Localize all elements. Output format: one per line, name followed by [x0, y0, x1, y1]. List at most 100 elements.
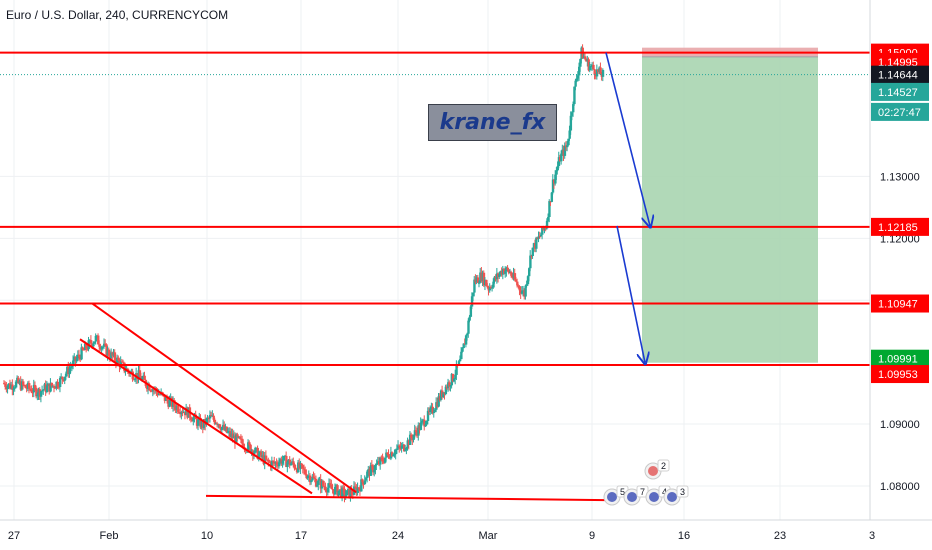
candle-body: [569, 115, 573, 131]
candle-body: [554, 174, 557, 184]
candle-body: [364, 477, 368, 481]
candle-body: [197, 419, 200, 426]
time-tick-label: 17: [295, 530, 307, 542]
candle-body: [449, 385, 452, 387]
candle-body: [457, 361, 461, 366]
candle-body: [116, 357, 119, 364]
candle-body: [405, 447, 408, 450]
price-label: 1.14527: [878, 87, 918, 99]
candle-body: [524, 285, 527, 297]
trendlines[interactable]: [79, 302, 617, 502]
candle-body: [143, 375, 146, 380]
candle-body: [192, 417, 195, 422]
candle-body: [72, 360, 75, 367]
candle-body: [236, 434, 239, 438]
candle-body: [6, 385, 9, 390]
candle-body: [545, 220, 549, 229]
candle-body: [469, 306, 473, 317]
candle-body: [100, 347, 104, 350]
candle-body: [573, 86, 576, 105]
candle-body: [429, 408, 432, 412]
event-count: 7: [640, 487, 645, 497]
price-axis[interactable]: 1.080001.090001.110001.120001.130001.150…: [869, 0, 932, 520]
horizontal-levels[interactable]: [0, 51, 870, 367]
price-label-bg: [871, 217, 929, 236]
candle-body: [432, 411, 436, 414]
candle-body: [225, 426, 229, 433]
candle-body: [210, 415, 213, 417]
candle-body: [345, 490, 349, 496]
candle-body: [241, 438, 244, 444]
candle-body: [138, 370, 142, 377]
candle-body: [124, 370, 127, 372]
time-tick-label: 16: [678, 530, 690, 542]
candle-body: [518, 285, 521, 291]
candle-body: [32, 384, 36, 393]
candle-body: [80, 347, 83, 360]
candle-body: [41, 390, 44, 392]
candle-body: [285, 455, 288, 468]
price-label-bg: [871, 102, 929, 121]
event-flag-icon[interactable]: 3: [663, 485, 689, 506]
candle-body: [482, 272, 486, 286]
candle-body: [468, 316, 471, 321]
candle-body: [97, 335, 100, 345]
time-axis[interactable]: 27 Feb 10 17 24 Mar 9 16 23 3: [0, 519, 932, 550]
candle-body: [587, 59, 590, 71]
candle-body: [63, 376, 67, 381]
candle-body: [14, 381, 18, 388]
candle-body: [374, 464, 377, 471]
candle-body: [4, 383, 7, 387]
candle-body: [514, 279, 518, 282]
candle-body: [133, 379, 137, 381]
candle-body: [343, 488, 346, 497]
candle-body: [278, 462, 281, 467]
candle-body: [213, 419, 217, 424]
price-label: 1.09953: [878, 369, 918, 381]
take-profit-zone: [642, 56, 818, 363]
candle-body: [151, 389, 155, 392]
channel-lower-line: [79, 338, 313, 495]
economic-events[interactable]: 2 5 7 4 3: [603, 459, 689, 506]
candle-body: [300, 463, 304, 466]
candle-body: [464, 335, 468, 345]
candle-body: [220, 427, 224, 431]
candle-body: [413, 430, 417, 436]
candle-body: [68, 368, 71, 375]
candle-body: [473, 279, 476, 293]
time-axis-bg: [0, 520, 932, 550]
candle-body: [601, 69, 605, 77]
candle-body: [379, 457, 382, 465]
candle-body: [24, 385, 27, 388]
candle-body: [288, 459, 292, 466]
candle-body: [254, 447, 257, 453]
candle-body: [572, 104, 575, 113]
candle-body: [560, 153, 563, 162]
candle-body: [408, 434, 412, 445]
candle-body: [538, 236, 542, 238]
candle-body: [404, 449, 407, 451]
candle-body: [289, 463, 293, 466]
candle-body: [328, 483, 331, 488]
projection-arrows[interactable]: [605, 52, 650, 363]
event-flag-icon[interactable]: 4: [645, 485, 671, 506]
candle-body: [383, 457, 387, 463]
candle-body: [35, 387, 38, 397]
candle-body: [426, 410, 430, 421]
candle-body: [395, 448, 399, 450]
candle-body: [583, 56, 587, 59]
candle-body: [326, 487, 330, 493]
candle-body: [29, 388, 32, 390]
candle-body: [593, 69, 596, 75]
candle-body: [386, 452, 389, 455]
candle-body: [12, 388, 15, 390]
candle-body: [455, 364, 458, 375]
candle-body: [69, 367, 73, 369]
candle-body: [547, 216, 550, 221]
candle-body: [3, 383, 6, 385]
candle-body: [311, 476, 314, 481]
candle-body: [248, 442, 251, 445]
candle-body: [550, 192, 554, 202]
event-flag-icon[interactable]: 2: [644, 459, 670, 480]
